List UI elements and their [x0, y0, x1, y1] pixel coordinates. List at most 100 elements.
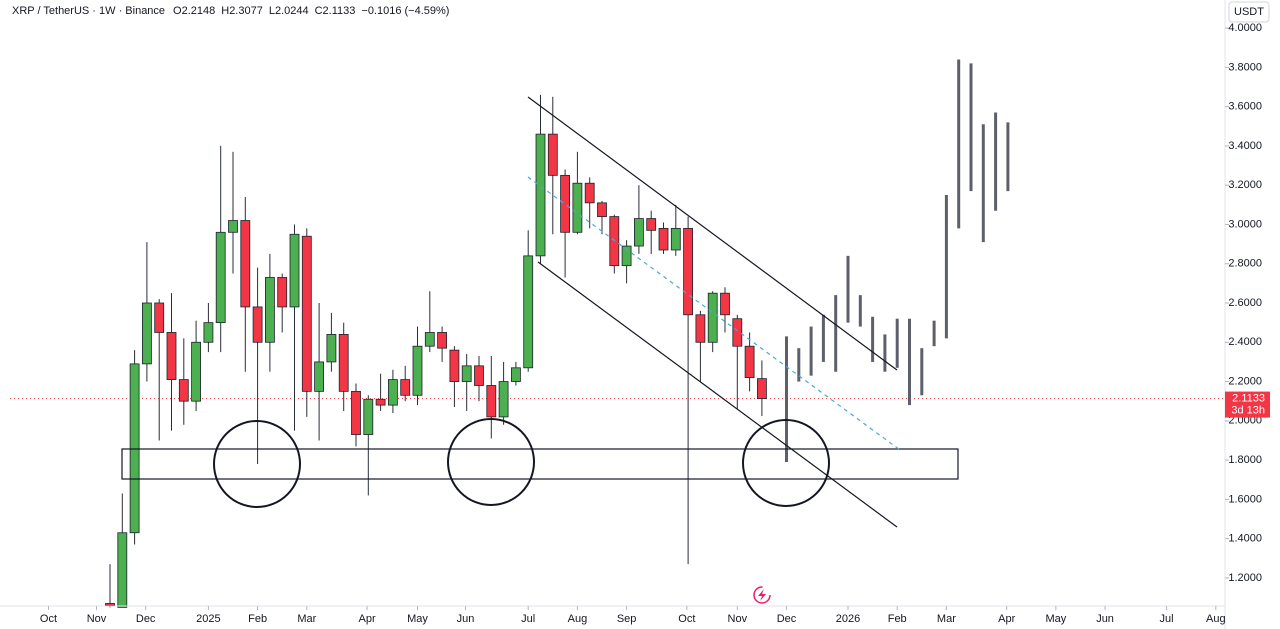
symbol: XRP / TetherUS · 1W · Binance [12, 5, 165, 17]
trend-line [527, 96, 898, 371]
x-tick-label: May [1045, 613, 1066, 625]
candle-body [658, 227, 669, 251]
circle [742, 419, 830, 507]
ohlc: O2.2148 [173, 5, 215, 17]
candle-body [670, 227, 681, 251]
x-tick-label: Mar [937, 613, 956, 625]
candle-body [301, 235, 312, 392]
candle-body [289, 233, 300, 308]
currency: USDT [1234, 6, 1264, 18]
candle-body [191, 341, 201, 402]
y-tick-label: 2.8000 [1228, 258, 1262, 270]
candle-body [117, 532, 128, 608]
candle-body [338, 334, 349, 392]
candle-body [560, 174, 571, 233]
y-tick-label: 1.6000 [1228, 493, 1262, 505]
circle [213, 420, 301, 508]
last-price-label: 2.1133 [1232, 392, 1265, 404]
candle-body [486, 385, 497, 418]
candle-body [683, 227, 694, 316]
x-tick-label: Mar [297, 613, 316, 625]
candle-body [707, 292, 718, 343]
mid-line [527, 176, 901, 451]
y-tick-label: 1.2000 [1228, 572, 1262, 584]
y-tick-label: 3.4000 [1228, 140, 1262, 152]
candle-body [437, 332, 448, 349]
candle-body [129, 363, 140, 534]
ohlc: C2.1133 [315, 5, 356, 17]
candle-body [252, 306, 263, 343]
y-tick-label: 3.2000 [1228, 179, 1262, 191]
x-tick-label: Dec [777, 613, 797, 625]
x-tick-label: Apr [998, 613, 1015, 625]
y-tick-label: 2.2000 [1228, 375, 1262, 387]
candle-body [474, 365, 484, 386]
candle-body [523, 255, 534, 369]
x-tick-label: Jul [521, 613, 535, 625]
lightning-icon[interactable] [753, 586, 771, 604]
candle-body [449, 349, 460, 382]
circle [447, 418, 535, 506]
x-tick-label: Jun [1096, 613, 1114, 625]
trend-line [537, 261, 898, 528]
candle-body [228, 220, 238, 233]
candle-body [326, 334, 337, 363]
candle-body [535, 133, 546, 257]
candle-body [265, 277, 275, 343]
candle-body [720, 292, 730, 316]
y-tick-label: 2.6000 [1228, 297, 1262, 309]
x-tick-label: 2025 [196, 613, 220, 625]
candle-body [547, 133, 558, 176]
candle-body [424, 332, 435, 347]
plot [10, 59, 1225, 608]
candle-body [154, 302, 165, 333]
y-tick-label: 3.8000 [1228, 61, 1262, 73]
candle-body [695, 314, 706, 343]
candle-body [498, 381, 509, 418]
candle-body [351, 390, 361, 435]
candle-body [178, 379, 189, 402]
candle-body [732, 318, 743, 347]
x-tick-label: Feb [248, 613, 267, 625]
ohlc: L2.0244 [269, 5, 309, 17]
candle-body [744, 345, 755, 379]
currency-box[interactable] [1228, 1, 1270, 23]
candle-body [388, 379, 398, 406]
candle-body [240, 220, 251, 308]
support-zone [121, 448, 959, 480]
x-tick-label: Sep [617, 613, 637, 625]
countdown: 3d 13h [1231, 404, 1265, 416]
y-tick-label: 3.6000 [1228, 101, 1262, 113]
candle-body [621, 245, 632, 267]
candle-body [363, 398, 374, 435]
candle-body [646, 218, 657, 231]
x-tick-label: Oct [40, 613, 57, 625]
candle-body [572, 182, 583, 233]
candle-body [203, 322, 214, 343]
ohlc: H2.3077 [221, 5, 263, 17]
candle-body [597, 202, 607, 217]
candle-body [400, 379, 411, 396]
last-price-box [1225, 391, 1270, 418]
y-tick-label: 4.0000 [1228, 22, 1262, 34]
y-tick-label: 2.4000 [1228, 336, 1262, 348]
y-tick-label: 3.0000 [1228, 218, 1262, 230]
x-tick-label: Apr [359, 613, 376, 625]
header: XRP / TetherUS · 1W · Binance O2.2148 H2.3… [12, 5, 449, 17]
x-tick-label: Aug [568, 613, 588, 625]
x-tick-label: 2026 [836, 613, 860, 625]
x-tick-label: Aug [1206, 613, 1226, 625]
candle-body [166, 332, 177, 380]
x-tick-label: Jun [457, 613, 475, 625]
candle-body [634, 218, 644, 247]
y-tick-label: 1.4000 [1228, 533, 1262, 545]
x-tick-label: Oct [678, 613, 695, 625]
drawings [121, 96, 959, 528]
candle-body [511, 367, 521, 382]
change: −0.1016 (−4.59%) [361, 5, 449, 17]
y-tick-label: 2.0000 [1228, 415, 1262, 427]
y-tick-label: 1.8000 [1228, 454, 1262, 466]
candle-body [215, 231, 226, 324]
x-tick-label: Nov [87, 613, 107, 625]
candle-body [277, 277, 288, 308]
